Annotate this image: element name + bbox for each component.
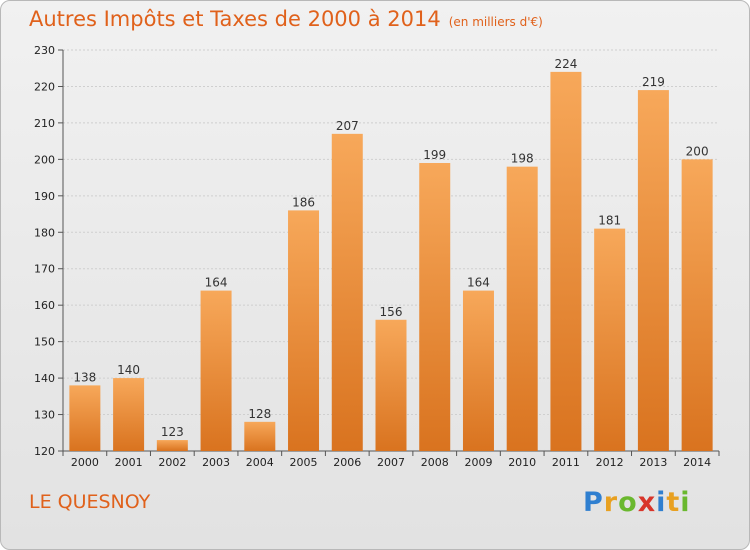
bar: [419, 163, 451, 451]
y-tick-label: 150: [34, 336, 55, 349]
value-label: 138: [73, 370, 96, 384]
x-tick-label: 2000: [71, 456, 99, 469]
x-tick-label: 2010: [508, 456, 536, 469]
x-tick-label: 2013: [639, 456, 667, 469]
bar: [637, 90, 669, 451]
bar: [156, 440, 188, 451]
x-tick-label: 2012: [596, 456, 624, 469]
y-tick-label: 170: [34, 263, 55, 276]
value-label: 207: [336, 119, 359, 133]
value-label: 199: [423, 148, 446, 162]
value-label: 164: [205, 276, 228, 290]
x-tick-label: 2014: [683, 456, 711, 469]
bar: [506, 166, 538, 451]
value-label: 128: [248, 407, 271, 421]
proxiti-logo: Proxiti: [583, 487, 691, 518]
logo-letter: o: [618, 487, 638, 518]
value-label: 219: [642, 75, 665, 89]
y-tick-label: 130: [34, 409, 55, 422]
x-tick-label: 2011: [552, 456, 580, 469]
bar: [244, 421, 276, 451]
y-tick-label: 140: [34, 372, 55, 385]
bar: [462, 290, 494, 451]
bar: [113, 378, 145, 451]
x-tick-label: 2007: [377, 456, 405, 469]
x-tick-label: 2006: [333, 456, 361, 469]
x-tick-label: 2002: [158, 456, 186, 469]
logo-letter: P: [583, 487, 604, 518]
value-label: 224: [554, 57, 577, 71]
x-tick-label: 2009: [464, 456, 492, 469]
bars: [69, 71, 713, 451]
title-unit: (en milliers d'€): [448, 15, 543, 29]
bar: [375, 319, 407, 451]
bar: [288, 210, 320, 451]
bar: [200, 290, 232, 451]
logo-letter: r: [603, 487, 619, 518]
labels: 138 140 123 164 128 186 207 156 199 164 198 224 181 2…: [73, 57, 708, 439]
value-label: 200: [686, 144, 709, 158]
value-label: 164: [467, 276, 490, 290]
y-tick-label: 200: [34, 153, 55, 166]
logo-letter: i: [680, 487, 691, 518]
x-tick-label: 2005: [290, 456, 318, 469]
logo-letter: x: [637, 487, 657, 518]
x-tick-label: 2001: [115, 456, 143, 469]
x-tick-label: 2008: [421, 456, 449, 469]
value-label: 123: [161, 425, 184, 439]
value-label: 156: [380, 305, 403, 319]
value-label: 186: [292, 195, 315, 209]
y-tick-label: 210: [34, 117, 55, 130]
bar: [594, 228, 626, 451]
axes: 120 130 140 150 160 170 180 190 200 210 220 230 2000…: [34, 44, 720, 469]
logo-letter: t: [666, 487, 681, 518]
chart-title: Autres Impôts et Taxes de 2000 à 2014 (en…: [29, 7, 543, 31]
value-label: 198: [511, 152, 534, 166]
logo-letter: i: [656, 487, 667, 518]
y-tick-label: 220: [34, 80, 55, 93]
title-text: Autres Impôts et Taxes de 2000 à 2014: [29, 7, 441, 31]
y-tick-label: 180: [34, 226, 55, 239]
bar: [69, 385, 101, 451]
value-label: 140: [117, 363, 140, 377]
bar: [550, 71, 582, 451]
place-name: LE QUESNOY: [29, 491, 151, 513]
y-tick-label: 160: [34, 299, 55, 312]
bar: [331, 133, 363, 451]
bar: [681, 159, 713, 451]
x-tick-label: 2004: [246, 456, 274, 469]
y-tick-label: 120: [34, 445, 55, 458]
y-tick-label: 230: [34, 44, 55, 57]
y-tick-label: 190: [34, 190, 55, 203]
value-label: 181: [598, 214, 621, 228]
x-tick-label: 2003: [202, 456, 230, 469]
